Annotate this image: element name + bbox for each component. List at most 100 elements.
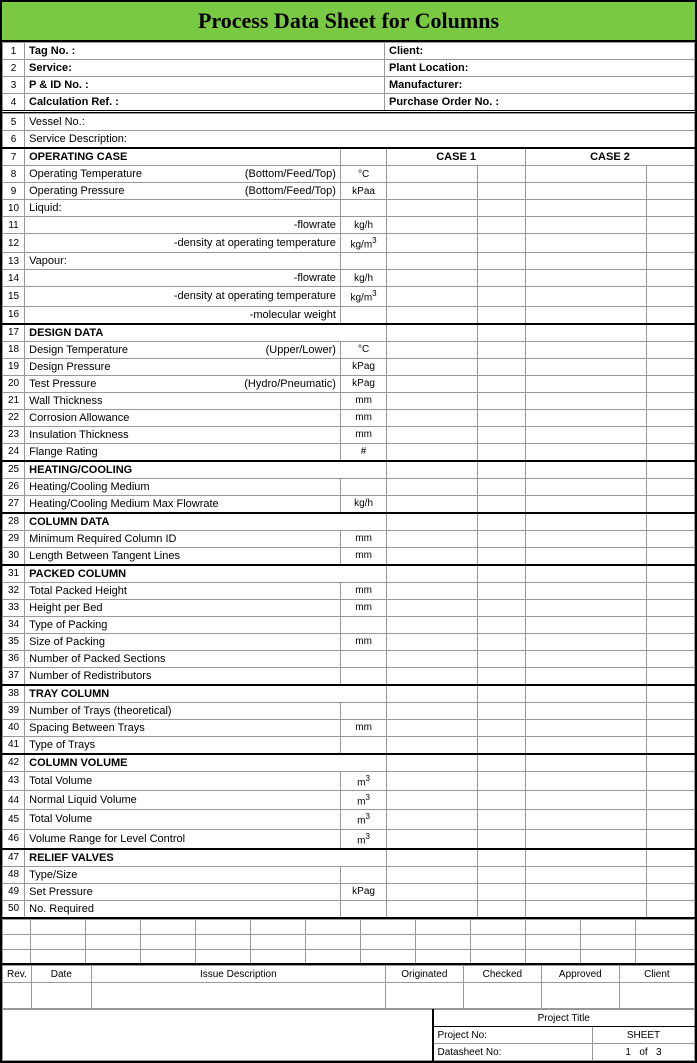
- data-cell[interactable]: [646, 736, 694, 754]
- data-cell[interactable]: [525, 495, 646, 513]
- data-cell[interactable]: [646, 633, 694, 650]
- data-cell[interactable]: [646, 358, 694, 375]
- data-cell[interactable]: [387, 582, 478, 599]
- rev-cell[interactable]: [91, 983, 385, 1009]
- data-cell[interactable]: [646, 771, 694, 790]
- data-cell[interactable]: [646, 324, 694, 342]
- data-cell[interactable]: [477, 478, 525, 495]
- data-cell[interactable]: [387, 866, 478, 883]
- data-cell[interactable]: [477, 392, 525, 409]
- data-cell[interactable]: [646, 900, 694, 918]
- data-cell[interactable]: [646, 719, 694, 736]
- data-cell[interactable]: [525, 650, 646, 667]
- data-cell[interactable]: [477, 702, 525, 719]
- data-cell[interactable]: [646, 306, 694, 324]
- data-cell[interactable]: [387, 650, 478, 667]
- data-cell[interactable]: [525, 166, 646, 183]
- data-cell[interactable]: [646, 166, 694, 183]
- data-cell[interactable]: [477, 829, 525, 849]
- data-cell[interactable]: [525, 461, 646, 479]
- data-cell[interactable]: [525, 883, 646, 900]
- data-cell[interactable]: [387, 306, 478, 324]
- data-cell[interactable]: [525, 409, 646, 426]
- data-cell[interactable]: [525, 849, 646, 867]
- data-cell[interactable]: [387, 200, 478, 217]
- data-cell[interactable]: [646, 547, 694, 565]
- data-cell[interactable]: [646, 409, 694, 426]
- data-cell[interactable]: [387, 513, 478, 531]
- data-cell[interactable]: [646, 375, 694, 392]
- data-cell[interactable]: [477, 866, 525, 883]
- data-cell[interactable]: [646, 392, 694, 409]
- data-cell[interactable]: [477, 375, 525, 392]
- data-cell[interactable]: [387, 736, 478, 754]
- data-cell[interactable]: [477, 719, 525, 736]
- rev-cell[interactable]: [31, 983, 91, 1009]
- data-cell[interactable]: [646, 685, 694, 703]
- data-cell[interactable]: [525, 443, 646, 461]
- data-cell[interactable]: [646, 582, 694, 599]
- data-cell[interactable]: [525, 530, 646, 547]
- data-cell[interactable]: [477, 530, 525, 547]
- data-cell[interactable]: [646, 616, 694, 633]
- data-cell[interactable]: [525, 426, 646, 443]
- data-cell[interactable]: [646, 217, 694, 234]
- data-cell[interactable]: [525, 200, 646, 217]
- rev-cell[interactable]: [541, 983, 619, 1009]
- data-cell[interactable]: [477, 633, 525, 650]
- data-cell[interactable]: [525, 702, 646, 719]
- data-cell[interactable]: [646, 253, 694, 270]
- data-cell[interactable]: [525, 341, 646, 358]
- data-cell[interactable]: [525, 736, 646, 754]
- data-cell[interactable]: [525, 719, 646, 736]
- data-cell[interactable]: [646, 341, 694, 358]
- data-cell[interactable]: [646, 495, 694, 513]
- data-cell[interactable]: [477, 409, 525, 426]
- data-cell[interactable]: [477, 306, 525, 324]
- data-cell[interactable]: [525, 270, 646, 287]
- data-cell[interactable]: [525, 234, 646, 253]
- data-cell[interactable]: [387, 166, 478, 183]
- data-cell[interactable]: [646, 599, 694, 616]
- data-cell[interactable]: [477, 771, 525, 790]
- data-cell[interactable]: [477, 443, 525, 461]
- data-cell[interactable]: [646, 849, 694, 867]
- data-cell[interactable]: [387, 754, 478, 772]
- data-cell[interactable]: [525, 685, 646, 703]
- rev-cell[interactable]: [619, 983, 694, 1009]
- data-cell[interactable]: [387, 478, 478, 495]
- data-cell[interactable]: [525, 810, 646, 829]
- rev-cell[interactable]: [463, 983, 541, 1009]
- data-cell[interactable]: [525, 599, 646, 616]
- data-cell[interactable]: [387, 287, 478, 306]
- data-cell[interactable]: [477, 849, 525, 867]
- data-cell[interactable]: [525, 183, 646, 200]
- data-cell[interactable]: [477, 900, 525, 918]
- data-cell[interactable]: [477, 166, 525, 183]
- data-cell[interactable]: [387, 495, 478, 513]
- data-cell[interactable]: [477, 616, 525, 633]
- data-cell[interactable]: [477, 810, 525, 829]
- data-cell[interactable]: [387, 685, 478, 703]
- data-cell[interactable]: [525, 547, 646, 565]
- data-cell[interactable]: [646, 702, 694, 719]
- data-cell[interactable]: [477, 426, 525, 443]
- data-cell[interactable]: [477, 754, 525, 772]
- data-cell[interactable]: [387, 599, 478, 616]
- data-cell[interactable]: [646, 790, 694, 809]
- data-cell[interactable]: [646, 270, 694, 287]
- data-cell[interactable]: [477, 685, 525, 703]
- rev-cell[interactable]: [3, 983, 32, 1009]
- data-cell[interactable]: [525, 324, 646, 342]
- data-cell[interactable]: [525, 790, 646, 809]
- data-cell[interactable]: [477, 547, 525, 565]
- data-cell[interactable]: [387, 849, 478, 867]
- rev-cell[interactable]: [385, 983, 463, 1009]
- data-cell[interactable]: [387, 375, 478, 392]
- data-cell[interactable]: [477, 341, 525, 358]
- data-cell[interactable]: [646, 754, 694, 772]
- data-cell[interactable]: [646, 565, 694, 583]
- data-cell[interactable]: [477, 736, 525, 754]
- data-cell[interactable]: [477, 234, 525, 253]
- data-cell[interactable]: [525, 633, 646, 650]
